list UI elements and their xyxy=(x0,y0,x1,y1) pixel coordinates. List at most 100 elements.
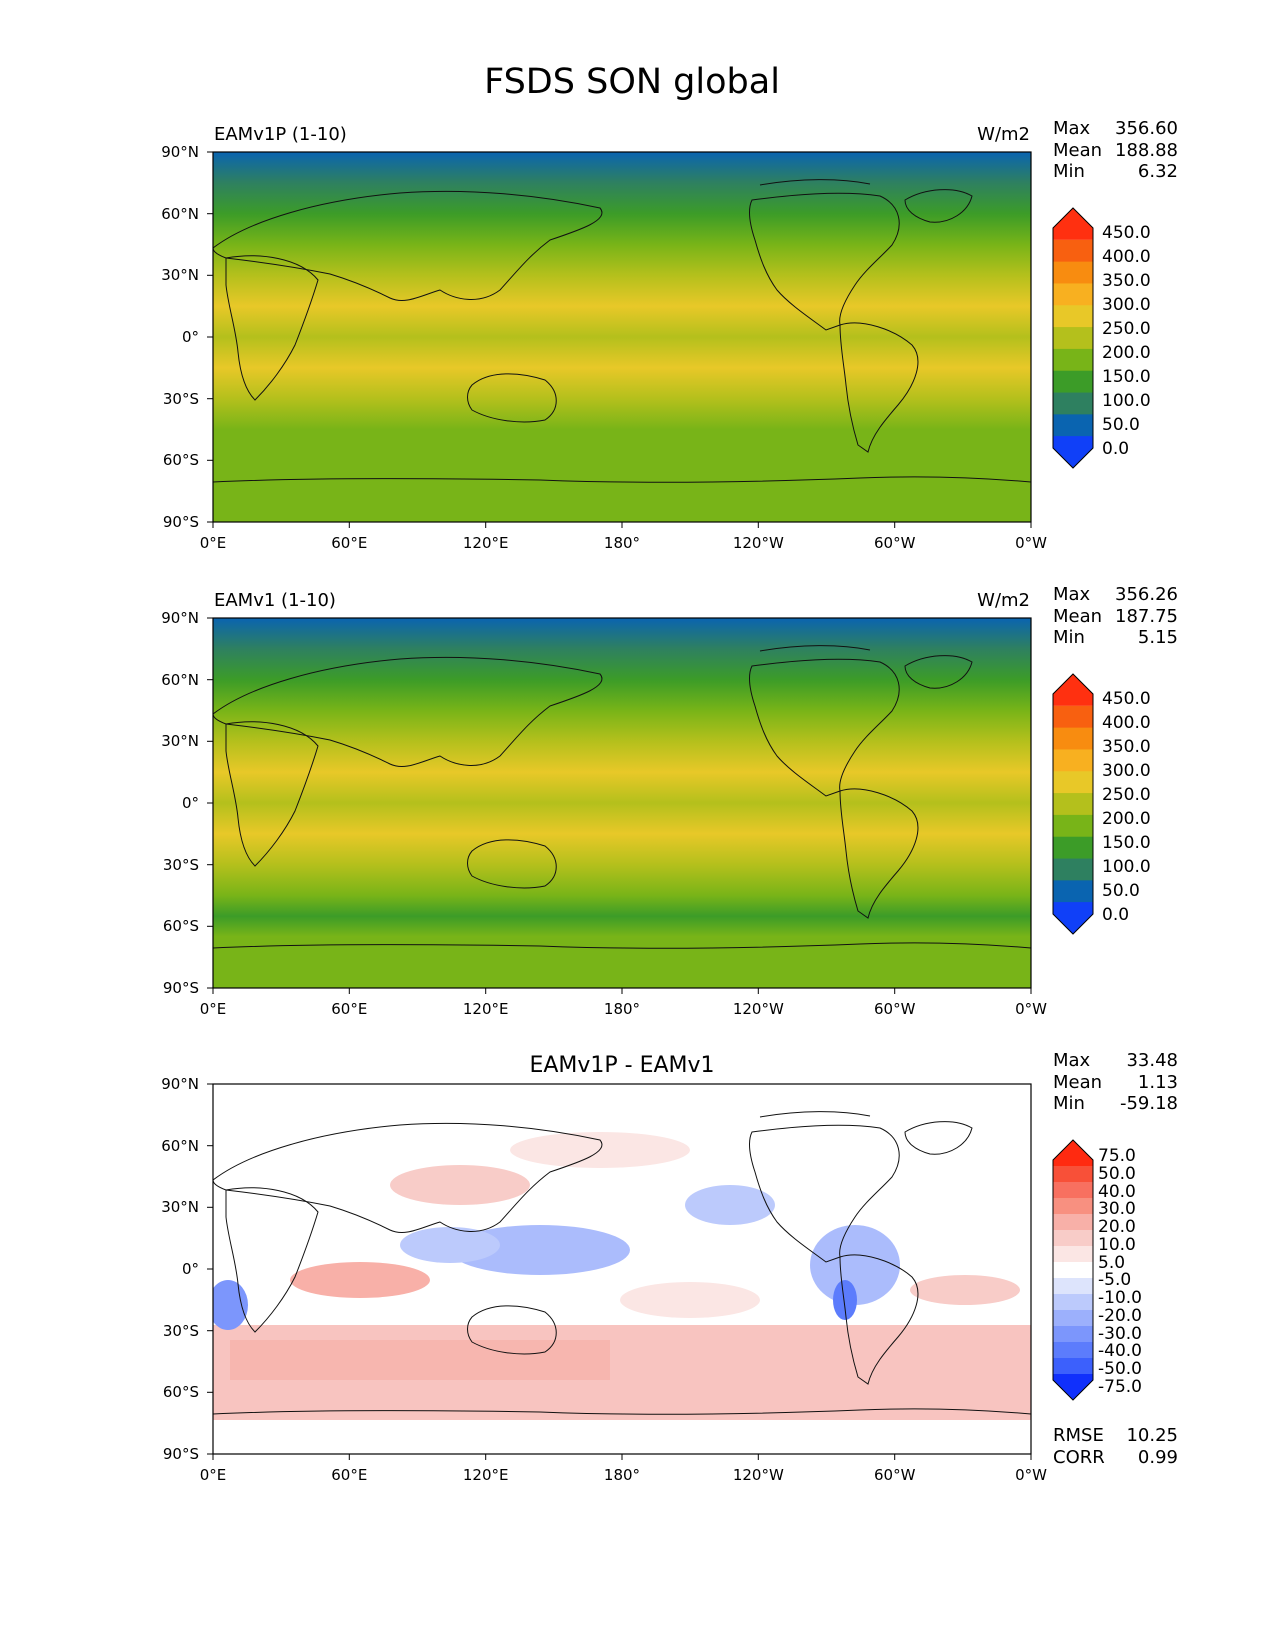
colorbar-extend-max xyxy=(1053,1140,1093,1166)
panel-2-units: W/m2 xyxy=(977,590,1030,611)
colorbar-level-label: -20.0 xyxy=(1098,1306,1142,1326)
colorbar-outline xyxy=(1052,207,1094,469)
colorbar-level-label: 0.0 xyxy=(1102,905,1129,925)
coast-arctic-islands xyxy=(759,179,871,186)
colorbar-segment xyxy=(1053,1294,1093,1311)
panel-2: EAMv1 (1-10) W/m2 Max 356.26 Mean 187.75… xyxy=(161,584,1178,1018)
colorbar-level-label: 450.0 xyxy=(1102,689,1151,709)
panel-3-stat-rmse-value: 10.25 xyxy=(1126,1425,1178,1446)
colorbar-segment xyxy=(1053,858,1093,881)
x-tick-label: 60°W xyxy=(874,534,916,552)
x-tick-label: 0°W xyxy=(1015,1466,1047,1484)
colorbar-outline xyxy=(1052,1139,1094,1401)
x-tick-label: 120°E xyxy=(463,1000,509,1018)
y-tick-label: 60°S xyxy=(163,451,199,469)
coast-eurasia xyxy=(213,1122,603,1234)
anomaly-positive-atlantic xyxy=(910,1275,1020,1305)
y-tick-label: 30°S xyxy=(163,856,199,874)
colorbar-segment xyxy=(1053,414,1093,437)
panel-3-stat-corr-label: CORR xyxy=(1053,1447,1105,1468)
colorbar-segment xyxy=(1053,1278,1093,1295)
y-tick-label: 60°S xyxy=(163,1383,199,1401)
x-tick-label: 180° xyxy=(604,1466,640,1484)
y-tick-label: 30°S xyxy=(163,1322,199,1340)
x-tick-label: 180° xyxy=(604,534,640,552)
panel-3-coastlines xyxy=(213,1111,1031,1415)
coast-south-america xyxy=(839,322,919,453)
panel-1-units: W/m2 xyxy=(977,124,1030,145)
colorbar-segment xyxy=(1053,1262,1093,1279)
panel-1-map-field xyxy=(213,152,1031,522)
colorbar-segment xyxy=(1053,1230,1093,1247)
colorbar-segment xyxy=(1053,1358,1093,1375)
panel-1: EAMv1P (1-10) W/m2 Max 356.60 Mean 188.8… xyxy=(161,118,1178,552)
colorbar-segment xyxy=(1053,1326,1093,1343)
panel-2-x-axis: 0°E 60°E 120°E 180° 120°W 60°W 0°W xyxy=(200,988,1047,1018)
colorbar-segment xyxy=(1053,836,1093,860)
y-tick-label: 30°N xyxy=(161,732,199,750)
panel-2-title: EAMv1 (1-10) xyxy=(214,590,336,611)
colorbar-level-label: 20.0 xyxy=(1098,1217,1136,1237)
y-tick-label: 0° xyxy=(182,328,199,346)
panel-1-stat-min-value: 6.32 xyxy=(1138,161,1178,182)
anomaly-negative-maritime xyxy=(400,1227,500,1263)
y-tick-label: 90°S xyxy=(163,1445,199,1463)
y-tick-label: 60°N xyxy=(161,671,199,689)
colorbar-level-label: 50.0 xyxy=(1102,415,1140,435)
x-tick-label: 120°W xyxy=(733,1466,784,1484)
colorbar-level-label: 75.0 xyxy=(1098,1146,1136,1166)
coast-africa xyxy=(225,1187,319,1333)
panel-2-colorbar: 450.0 400.0 350.0 300.0 250.0 200.0 150.… xyxy=(1052,673,1151,935)
colorbar-segment xyxy=(1053,305,1093,328)
colorbar-segment xyxy=(1053,749,1093,772)
colorbar-segment xyxy=(1053,1182,1093,1199)
panel-3-stat-mean-value: 1.13 xyxy=(1138,1072,1178,1093)
x-tick-label: 120°W xyxy=(733,534,784,552)
panel-3: EAMv1P - EAMv1 Max 33.48 Mean 1.13 Min -… xyxy=(161,1050,1178,1484)
colorbar-segment xyxy=(1053,1310,1093,1327)
figure-title: FSDS SON global xyxy=(484,62,780,102)
coast-antarctica xyxy=(213,476,1031,483)
x-tick-label: 180° xyxy=(604,1000,640,1018)
coast-south-america xyxy=(839,1254,919,1385)
coast-north-america xyxy=(748,1124,900,1263)
colorbar-level-label: -75.0 xyxy=(1098,1377,1142,1397)
panel-2-stat-mean-value: 187.75 xyxy=(1115,606,1178,627)
panel-1-y-axis: 90°N 60°N 30°N 0° 30°S 60°S 90°S xyxy=(161,143,213,531)
colorbar-segment xyxy=(1053,327,1093,350)
panel-3-stat-corr-value: 0.99 xyxy=(1138,1447,1178,1468)
panel-3-stat-mean-label: Mean xyxy=(1053,1072,1102,1093)
colorbar-level-label: 10.0 xyxy=(1098,1235,1136,1255)
coast-north-america xyxy=(748,192,900,331)
y-tick-label: 90°N xyxy=(161,143,199,161)
anomaly-band-southern-strong xyxy=(230,1340,610,1380)
colorbar-level-label: 400.0 xyxy=(1102,247,1151,267)
x-tick-label: 120°E xyxy=(463,534,509,552)
panel-3-stat-min-value: -59.18 xyxy=(1120,1093,1178,1114)
y-tick-label: 0° xyxy=(182,794,199,812)
panel-1-x-axis: 0°E 60°E 120°E 180° 120°W 60°W 0°W xyxy=(200,522,1047,552)
panel-1-colorbar: 450.0 400.0 350.0 300.0 250.0 200.0 150.… xyxy=(1052,207,1151,469)
colorbar-segment xyxy=(1053,283,1093,306)
y-tick-label: 90°N xyxy=(161,609,199,627)
colorbar-level-label: -10.0 xyxy=(1098,1288,1142,1308)
colorbar-level-label: 200.0 xyxy=(1102,343,1151,363)
anomaly-positive-asia xyxy=(390,1165,530,1205)
colorbar-level-label: 350.0 xyxy=(1102,271,1151,291)
coast-greenland xyxy=(904,189,973,223)
anomaly-positive-south-pacific xyxy=(620,1282,760,1318)
colorbar-level-label: 0.0 xyxy=(1102,439,1129,459)
colorbar-level-label: 150.0 xyxy=(1102,833,1151,853)
x-tick-label: 120°W xyxy=(733,1000,784,1018)
colorbar-level-label: 100.0 xyxy=(1102,391,1151,411)
panel-1-stat-max-label: Max xyxy=(1053,118,1091,139)
coast-africa xyxy=(225,721,319,867)
colorbar-extend-max xyxy=(1053,208,1093,240)
colorbar-segment xyxy=(1053,771,1093,794)
coast-arctic-islands xyxy=(759,645,871,652)
x-tick-label: 60°E xyxy=(331,1466,367,1484)
panel-2-map-field xyxy=(213,618,1031,988)
colorbar-segment xyxy=(1053,880,1093,903)
colorbar-segment xyxy=(1053,1214,1093,1231)
coast-eurasia xyxy=(213,656,603,768)
